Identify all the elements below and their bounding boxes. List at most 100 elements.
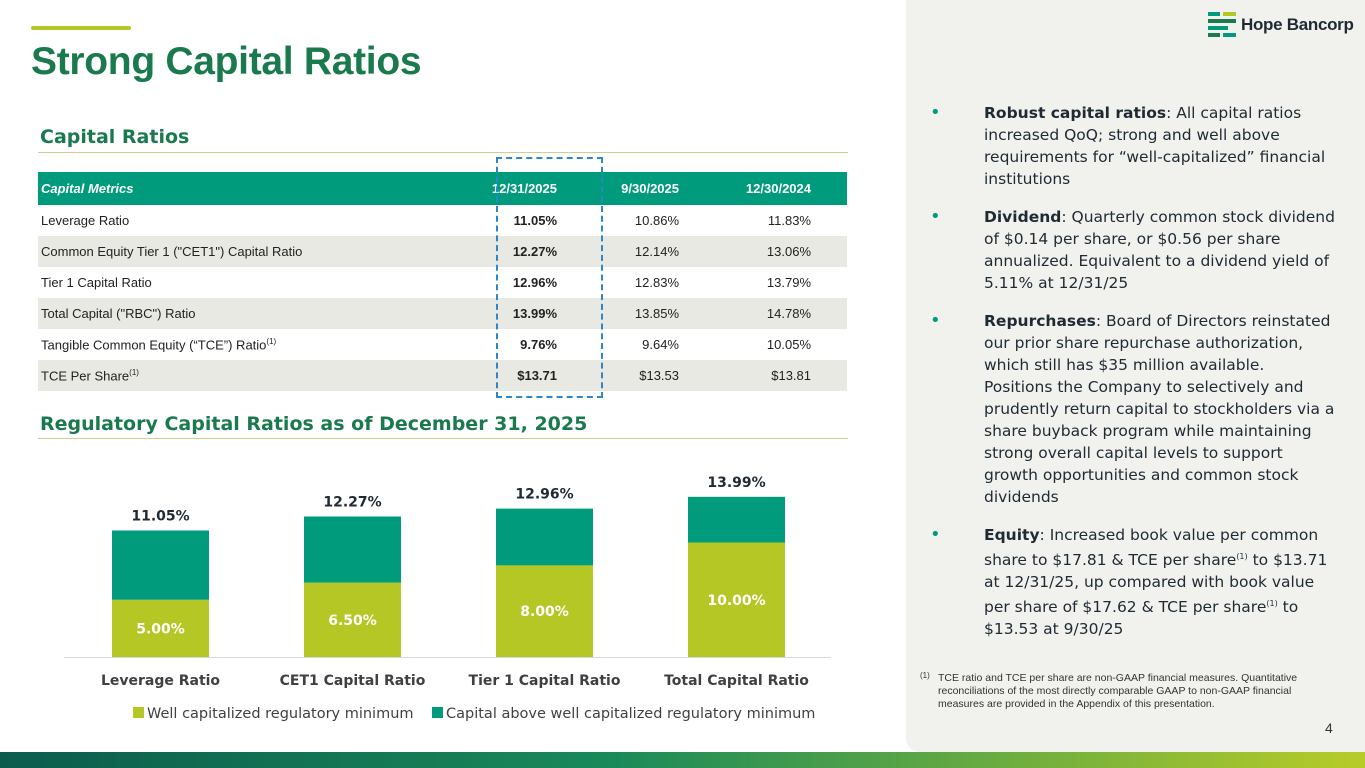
- value-12-30-2024: 13.06%: [701, 236, 847, 267]
- value-12-31-2025: 12.27%: [437, 236, 579, 267]
- value-9-30-2025: 12.83%: [634, 275, 679, 290]
- metric-label-text: TCE Per Share: [41, 368, 130, 384]
- bar-minimum-label: 5.00%: [136, 621, 185, 637]
- highlight-item: • Equity: Increased book value per common…: [930, 524, 1335, 640]
- bar-total-label: 11.05%: [131, 508, 189, 524]
- highlight-item: • Robust capital ratios: All capital rati…: [930, 102, 1335, 190]
- capital-ratios-heading: Capital Ratios: [40, 126, 190, 148]
- regulatory-capital-chart: 5.00% 11.05% Leverage Ratio 6.50% 12.27% CET1…: [64, 475, 831, 722]
- highlight-title: Robust capital ratios: [984, 104, 1167, 122]
- metric-label-text: Tier 1 Capital Ratio: [41, 275, 152, 290]
- table-row: Common Equity Tier 1 ("CET1") Capital Ra…: [38, 236, 847, 267]
- metric-label-text: Total Capital ("RBC") Ratio: [41, 306, 196, 321]
- legend-label-capital-above: Capital above well capitalized regulator…: [446, 706, 815, 722]
- highlights-list: • Robust capital ratios: All capital rati…: [930, 102, 1335, 656]
- footnote-mark: (1): [920, 671, 930, 680]
- bar-capital-above-minimum: [496, 508, 593, 566]
- hope-bancorp-logo-icon: [1208, 12, 1236, 37]
- value-12-30-2024: 11.83%: [767, 213, 811, 228]
- value-9-30-2025: 12.14%: [579, 236, 701, 267]
- legend-swatch-capital-above: [432, 707, 443, 718]
- table-row: TCE Per Share(1) $13.71 $13.53 $13.81: [38, 360, 847, 391]
- category-label: Leverage Ratio: [101, 673, 220, 689]
- value-12-31-2025: 12.96%: [512, 275, 557, 290]
- highlight-text: : Quarterly common stock dividend of $0.…: [984, 208, 1335, 292]
- category-label: Tier 1 Capital Ratio: [469, 673, 621, 689]
- highlight-text: to $13.53 at 9/30/25: [984, 598, 1299, 639]
- bar-total-label: 12.27%: [323, 495, 381, 511]
- footnote-ref: (1): [129, 367, 139, 377]
- footnote-ref: (1): [1266, 599, 1278, 609]
- bar-capital-above-minimum: [112, 530, 209, 600]
- value-9-30-2025: 10.86%: [634, 213, 679, 228]
- header-9-30-2025: 9/30/2025: [579, 172, 701, 205]
- footnote: (1) TCE ratio and TCE per share are non-…: [920, 671, 1340, 711]
- regulatory-chart-heading: Regulatory Capital Ratios as of December…: [40, 413, 588, 435]
- bar-minimum-label: 10.00%: [707, 593, 765, 609]
- logo: Hope Bancorp: [1208, 12, 1354, 38]
- table-header-row: Capital Metrics 12/31/2025 9/30/2025 12/…: [38, 172, 847, 205]
- bullet-icon: •: [930, 310, 941, 331]
- current-period-highlight: [496, 157, 603, 398]
- value-9-30-2025: 13.85%: [579, 298, 701, 329]
- bar-total-label: 13.99%: [707, 475, 765, 491]
- bar-capital-above-minimum: [688, 496, 785, 543]
- table-row: Leverage Ratio 11.05% 10.86% 11.83%: [38, 205, 847, 236]
- bar-minimum-label: 6.50%: [328, 613, 377, 629]
- metric-label: Total Capital ("RBC") Ratio: [38, 298, 437, 329]
- value-12-30-2024: $13.81: [701, 360, 847, 391]
- footnote-text: TCE ratio and TCE per share are non-GAAP…: [938, 672, 1298, 710]
- category-label: CET1 Capital Ratio: [280, 673, 426, 689]
- bar-capital-above-minimum: [304, 516, 401, 583]
- legend-label-well-capitalized: Well capitalized regulatory minimum: [147, 706, 414, 722]
- header-12-31-2025: 12/31/2025: [437, 172, 579, 205]
- bar-well-capitalized-minimum: [496, 565, 593, 657]
- highlight-item: • Repurchases: Board of Directors reinsta…: [930, 310, 1335, 508]
- metric-label: TCE Per Share(1): [38, 360, 437, 391]
- highlight-title: Repurchases: [984, 312, 1096, 330]
- table-row: Tangible Common Equity (“TCE”) Ratio(1) 9…: [38, 329, 847, 360]
- metric-label-text: Tangible Common Equity (“TCE”) Ratio: [41, 337, 267, 353]
- capital-ratios-table: Capital Metrics 12/31/2025 9/30/2025 12/…: [38, 172, 847, 391]
- highlight-title: Dividend: [984, 208, 1062, 226]
- legend-swatch-well-capitalized: [133, 707, 144, 718]
- value-12-30-2024: 14.78%: [701, 298, 847, 329]
- header-12-30-2024: 12/30/2024: [701, 172, 847, 205]
- logo-text: Hope Bancorp: [1241, 15, 1354, 34]
- highlight-title: Equity: [984, 526, 1040, 544]
- metric-label: Leverage Ratio: [38, 205, 437, 236]
- bullet-icon: •: [930, 524, 941, 545]
- highlight-text: to $13.71 at 12/31/25, up compared with …: [984, 551, 1328, 617]
- bullet-icon: •: [930, 206, 941, 227]
- value-12-31-2025: 9.76%: [520, 337, 557, 352]
- metric-label-text: Common Equity Tier 1 ("CET1") Capital Ra…: [41, 244, 303, 259]
- footnote-ref: (1): [266, 336, 277, 346]
- bar-minimum-label: 8.00%: [520, 604, 569, 620]
- header-capital-metrics: Capital Metrics: [38, 172, 437, 205]
- bar-well-capitalized-minimum: [304, 582, 401, 657]
- metric-label-text: Leverage Ratio: [41, 213, 130, 228]
- bottom-gradient-bar: [0, 752, 1365, 768]
- footnote-ref: (1): [1236, 552, 1248, 561]
- category-label: Total Capital Ratio: [664, 673, 809, 689]
- page-number: 4: [1325, 720, 1333, 736]
- value-12-31-2025: 13.99%: [437, 298, 579, 329]
- metric-label: Tier 1 Capital Ratio: [38, 267, 437, 298]
- metric-label: Tangible Common Equity (“TCE”) Ratio(1): [38, 329, 437, 360]
- highlight-text: : Increased book value per common share …: [984, 526, 1319, 570]
- page-title: Strong Capital Ratios: [31, 40, 422, 83]
- value-9-30-2025: $13.53: [579, 360, 701, 391]
- table-row: Tier 1 Capital Ratio 12.96% 12.83% 13.79%: [38, 267, 847, 298]
- bar-well-capitalized-minimum: [688, 542, 785, 657]
- capital-ratios-rule: [38, 152, 848, 153]
- value-12-30-2024: 13.79%: [766, 275, 811, 290]
- value-12-31-2025: $13.71: [437, 360, 579, 391]
- regulatory-chart-rule: [38, 438, 848, 439]
- value-12-30-2024: 10.05%: [766, 337, 811, 352]
- bullet-icon: •: [930, 102, 941, 123]
- highlight-text: : Board of Directors reinstated our prio…: [984, 312, 1335, 506]
- value-9-30-2025: 9.64%: [642, 337, 679, 352]
- side-panel: [906, 0, 1365, 752]
- table-row: Total Capital ("RBC") Ratio 13.99% 13.85% 1…: [38, 298, 847, 329]
- metric-label: Common Equity Tier 1 ("CET1") Capital Ra…: [38, 236, 437, 267]
